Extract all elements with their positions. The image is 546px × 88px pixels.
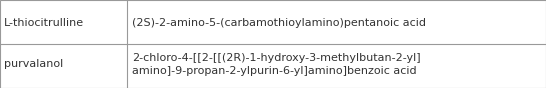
Text: L-thiocitrulline: L-thiocitrulline bbox=[4, 18, 85, 28]
Text: purvalanol: purvalanol bbox=[4, 59, 64, 69]
Text: 2-chloro-4-[[2-[[(2R)-1-hydroxy-3-methylbutan-2-yl]
amino]-9-propan-2-ylpurin-6-: 2-chloro-4-[[2-[[(2R)-1-hydroxy-3-methyl… bbox=[132, 53, 421, 76]
Text: (2S)-2-amino-5-(carbamothioylamino)pentanoic acid: (2S)-2-amino-5-(carbamothioylamino)penta… bbox=[132, 18, 426, 28]
